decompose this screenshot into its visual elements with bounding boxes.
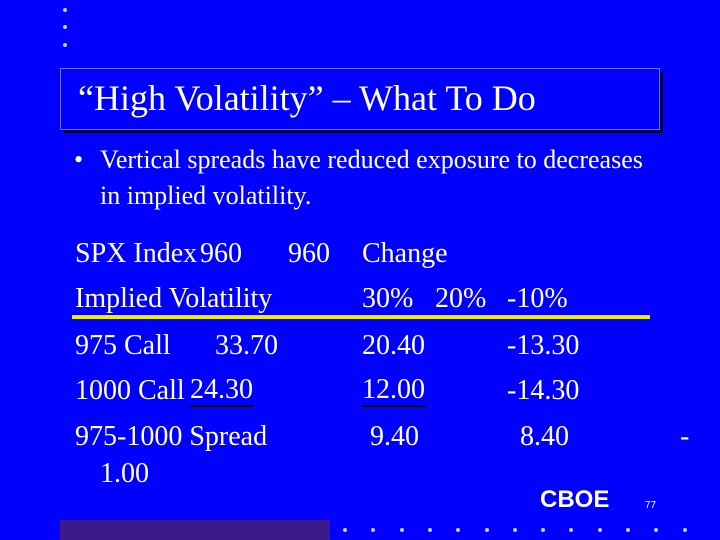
- decor-dot: [512, 528, 517, 532]
- table-cell: -10%: [507, 283, 568, 314]
- decor-dot: [399, 528, 404, 532]
- table-cell: 975 Call: [75, 330, 171, 361]
- title-box: [60, 68, 660, 130]
- table-cell: 12.00: [362, 374, 425, 407]
- page-number: 77: [645, 500, 657, 511]
- table-cell: 33.70: [215, 330, 278, 361]
- footer-logo: CBOE: [540, 486, 610, 513]
- decor-dot: [371, 528, 376, 532]
- bullet-marker: •: [74, 145, 84, 174]
- table-cell: 960: [200, 238, 242, 269]
- table-cell: Implied Volatility: [75, 283, 273, 314]
- bullet-text: Vertical spreads have reduced exposure t…: [100, 145, 643, 210]
- footer-bar: [60, 520, 330, 540]
- decor-dot: [569, 528, 574, 532]
- decor-dot: [597, 528, 602, 532]
- table-cell: -13.30: [507, 330, 580, 361]
- decor-dot: [484, 528, 489, 532]
- table-cell: 20%: [435, 283, 487, 314]
- table-cell: 1.00: [100, 458, 149, 489]
- table-cell: Change: [362, 238, 448, 269]
- table-cell: SPX Index: [75, 238, 198, 269]
- table-cell: 9.40: [370, 421, 419, 452]
- decor-dot: [427, 528, 432, 532]
- table-cell: 8.40: [520, 421, 569, 452]
- highlight-line: [72, 315, 650, 319]
- table-cell: 24.30: [190, 374, 253, 407]
- table-cell: 1000 Call: [75, 375, 185, 406]
- table-cell: 30%: [362, 283, 414, 314]
- decor-dot: [343, 528, 347, 532]
- decor-dot: [63, 8, 67, 12]
- decor-dot: [682, 528, 687, 532]
- slide-title: “High Volatility” – What To Do: [78, 78, 536, 118]
- decor-dot: [63, 25, 67, 29]
- decor-dot: [63, 43, 67, 47]
- decor-dot: [456, 528, 461, 532]
- decor-dot: [541, 528, 546, 532]
- decor-dot: [626, 528, 630, 532]
- table-cell: -14.30: [507, 375, 580, 406]
- decor-dot: [654, 528, 659, 532]
- table-cell: 960: [288, 238, 330, 269]
- table-cell: 20.40: [362, 330, 425, 361]
- table-cell: -: [680, 421, 690, 452]
- table-cell: 975-1000 Spread: [75, 421, 268, 452]
